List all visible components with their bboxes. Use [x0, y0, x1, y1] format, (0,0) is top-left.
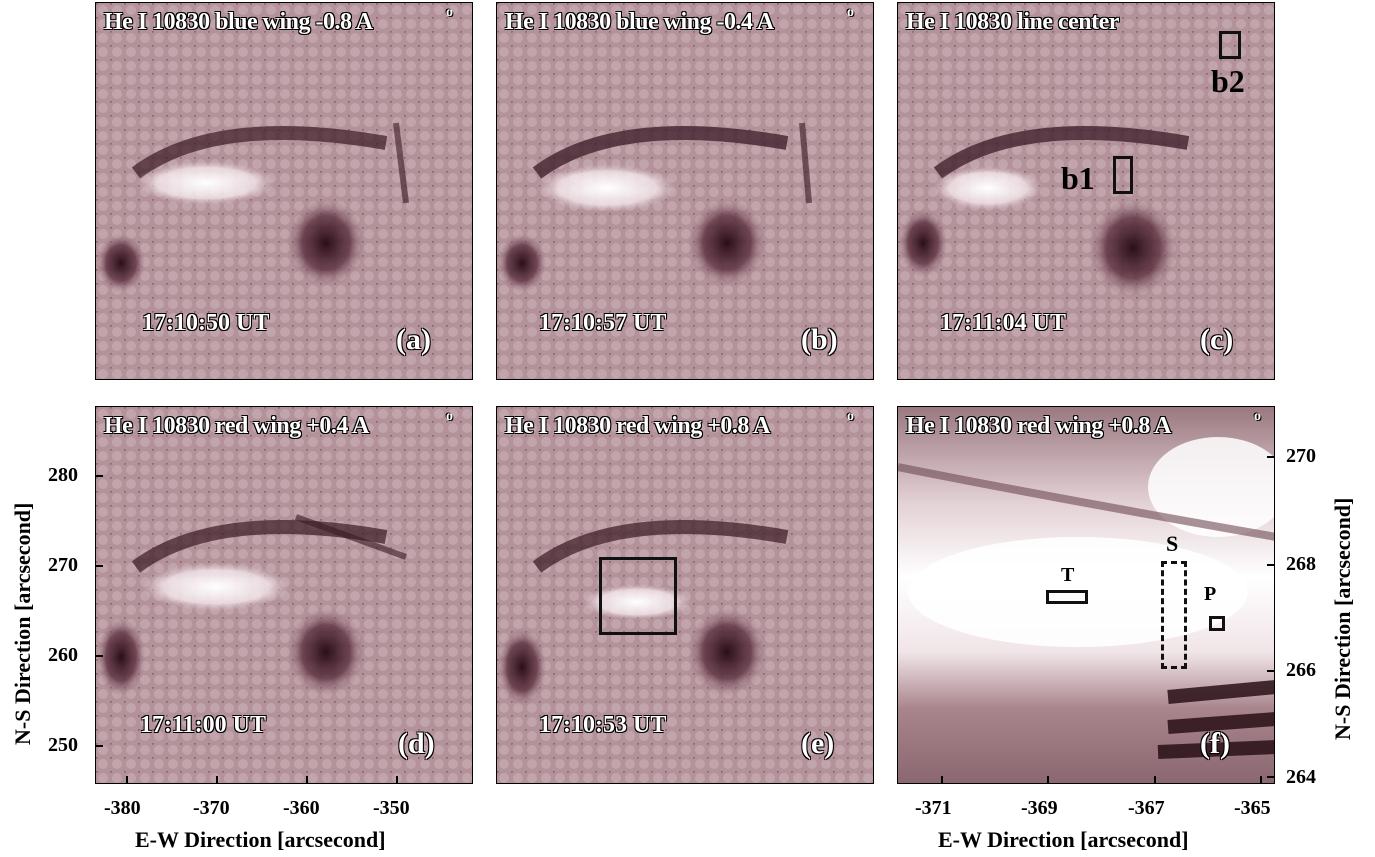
panel-d: He I 10830 red wing +0.4 A o 17:11:00 UT…	[95, 406, 473, 784]
solar-image-e	[497, 407, 873, 783]
y-tick-left: 250	[48, 734, 78, 756]
solar-image-d	[96, 407, 472, 783]
y-tick-right: 268	[1286, 553, 1316, 575]
box-label-b1: b1	[1061, 160, 1095, 196]
y-tick-right: 270	[1286, 445, 1316, 467]
x-tick-left: -380	[104, 797, 141, 819]
y-tickmark	[1267, 456, 1275, 458]
panel-b: He I 10830 blue wing -0.4 A o 17:10:57 U…	[496, 2, 874, 380]
box-label-P: P	[1204, 583, 1217, 605]
y-tick-left: 270	[48, 554, 78, 576]
box-b2	[1219, 31, 1241, 59]
x-tickmark	[306, 776, 308, 784]
panel-time: 17:11:04 UT	[940, 310, 1066, 336]
panel-title: He I 10830 blue wing -0.8 A	[104, 9, 373, 35]
panel-e: He I 10830 red wing +0.8 A o 17:10:53 UT…	[496, 406, 874, 784]
zoom-box	[599, 557, 677, 635]
x-tick-right: -367	[1128, 797, 1165, 819]
y-tickmark	[95, 475, 103, 477]
x-tickmark	[396, 776, 398, 784]
solar-image-c	[898, 3, 1274, 379]
box-T	[1046, 590, 1088, 604]
x-axis-label-left: E-W Direction [arcsecond]	[135, 827, 386, 852]
panel-label: (b)	[801, 323, 838, 356]
panel-label: (e)	[801, 727, 835, 760]
solar-image-b	[497, 3, 873, 379]
angstrom-ring: o	[1254, 409, 1261, 424]
panel-label: (c)	[1200, 323, 1234, 356]
angstrom-ring: o	[446, 5, 453, 20]
x-axis-label-right: E-W Direction [arcsecond]	[938, 827, 1189, 852]
angstrom-ring: o	[847, 5, 854, 20]
panel-time: 17:10:53 UT	[539, 712, 667, 738]
x-tick-left: -350	[373, 797, 410, 819]
x-tick-right: -371	[915, 797, 952, 819]
panel-a: He I 10830 blue wing -0.8 A o 17:10:50 U…	[95, 2, 473, 380]
panel-time: 17:10:50 UT	[142, 310, 270, 336]
panel-title: He I 10830 red wing +0.4 A	[104, 413, 369, 439]
y-tick-right: 266	[1286, 659, 1316, 681]
box-label-T: T	[1061, 564, 1075, 586]
y-tickmark	[1267, 776, 1275, 778]
panel-c: He I 10830 line center b2 b1 17:11:04 UT…	[897, 2, 1275, 380]
y-tickmark	[95, 565, 103, 567]
box-label-b2: b2	[1211, 63, 1245, 99]
y-tickmark	[95, 655, 103, 657]
y-tick-right: 264	[1286, 766, 1316, 788]
box-S	[1161, 561, 1187, 669]
x-tick-left: -370	[193, 797, 230, 819]
angstrom-ring: o	[446, 409, 453, 424]
y-axis-label-right: N-S Direction [arcsecond]	[1330, 497, 1355, 740]
y-tickmark	[95, 745, 103, 747]
y-tickmark	[1267, 564, 1275, 566]
panel-title: He I 10830 line center	[906, 9, 1119, 35]
panel-label: (d)	[398, 727, 435, 760]
x-tickmark	[941, 776, 943, 784]
box-b1	[1113, 156, 1133, 194]
x-tickmark	[1154, 776, 1156, 784]
panel-label: (f)	[1200, 727, 1230, 760]
box-P	[1209, 616, 1225, 631]
panel-title: He I 10830 red wing +0.8 A	[505, 413, 770, 439]
panel-time: 17:11:00 UT	[140, 712, 266, 738]
y-tick-left: 260	[48, 644, 78, 666]
panel-title: He I 10830 blue wing -0.4 A	[505, 9, 774, 35]
angstrom-ring: o	[847, 409, 854, 424]
x-tickmark	[126, 776, 128, 784]
x-tickmark	[216, 776, 218, 784]
x-tick-left: -360	[283, 797, 320, 819]
y-tickmark	[1267, 670, 1275, 672]
panel-label: (a)	[396, 323, 431, 356]
panel-f: He I 10830 red wing +0.8 A o T S P (f)	[897, 406, 1275, 784]
x-tick-right: -365	[1234, 797, 1271, 819]
x-tickmark	[1047, 776, 1049, 784]
x-tick-right: -369	[1021, 797, 1058, 819]
y-tick-left: 280	[48, 464, 78, 486]
x-tickmark	[1260, 776, 1262, 784]
panel-title: He I 10830 red wing +0.8 A	[906, 413, 1171, 439]
box-label-S: S	[1166, 531, 1179, 556]
panel-time: 17:10:57 UT	[539, 310, 667, 336]
solar-image-a	[96, 3, 472, 379]
y-axis-label-left: N-S Direction [arcsecond]	[10, 502, 35, 745]
